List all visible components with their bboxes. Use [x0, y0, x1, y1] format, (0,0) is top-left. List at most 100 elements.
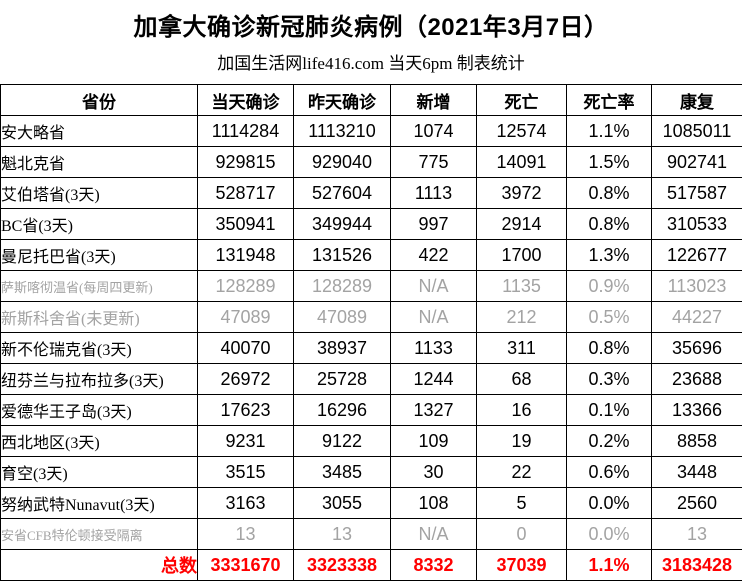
value-cell: 1.1%	[566, 115, 652, 147]
value-cell: 13	[293, 518, 391, 550]
province-cell: 努纳武特Nunavut(3天)	[0, 487, 198, 519]
total-yesterday-confirmed: 3323338	[293, 549, 391, 581]
value-cell: 902741	[651, 146, 742, 178]
value-cell: 517587	[651, 177, 742, 209]
value-cell: 30	[390, 456, 477, 488]
value-cell: 17623	[197, 394, 294, 426]
value-cell: 25728	[293, 363, 391, 395]
value-cell: 1114284	[197, 115, 294, 147]
value-cell: 14091	[476, 146, 567, 178]
value-cell: N/A	[390, 301, 477, 333]
table-row: 艾伯塔省(3天) 528717 527604 1113 3972 0.8% 517587	[0, 177, 742, 209]
column-header-recovered: 康复	[651, 84, 742, 116]
value-cell: 1244	[390, 363, 477, 395]
value-cell: 131526	[293, 239, 391, 271]
table-row: 爱德华王子岛(3天) 17623 16296 1327 16 0.1% 13366	[0, 394, 742, 426]
value-cell: 0.8%	[566, 208, 652, 240]
value-cell: 22	[476, 456, 567, 488]
total-deaths: 37039	[476, 549, 567, 581]
value-cell: 5	[476, 487, 567, 519]
value-cell: 350941	[197, 208, 294, 240]
total-new-cases: 8332	[390, 549, 477, 581]
column-header-new-cases: 新增	[390, 84, 477, 116]
province-cell: 艾伯塔省(3天)	[0, 177, 198, 209]
value-cell: 35696	[651, 332, 742, 364]
value-cell: 1.3%	[566, 239, 652, 271]
value-cell: 8858	[651, 425, 742, 457]
value-cell: 3163	[197, 487, 294, 519]
page-title: 加拿大确诊新冠肺炎病例（2021年3月7日）	[133, 14, 609, 41]
value-cell: 212	[476, 301, 567, 333]
value-cell: 1133	[390, 332, 477, 364]
value-cell: 128289	[197, 270, 294, 302]
value-cell: 1135	[476, 270, 567, 302]
table-row: 安大略省 1114284 1113210 1074 12574 1.1% 1085011	[0, 115, 742, 147]
value-cell: 2560	[651, 487, 742, 519]
value-cell: 775	[390, 146, 477, 178]
value-cell: 997	[390, 208, 477, 240]
value-cell: 929815	[197, 146, 294, 178]
value-cell: 47089	[293, 301, 391, 333]
value-cell: 23688	[651, 363, 742, 395]
value-cell: 0.3%	[566, 363, 652, 395]
value-cell: 3972	[476, 177, 567, 209]
province-cell: 新斯科舍省(未更新)	[0, 301, 198, 333]
value-cell: 0.8%	[566, 177, 652, 209]
value-cell: 1327	[390, 394, 477, 426]
table-row: 纽芬兰与拉布拉多(3天) 26972 25728 1244 68 0.3% 23688	[0, 363, 742, 395]
total-recovered: 3183428	[651, 549, 742, 581]
value-cell: 40070	[197, 332, 294, 364]
value-cell: 38937	[293, 332, 391, 364]
total-death-rate: 1.1%	[566, 549, 652, 581]
header-row: 省份 当天确诊 昨天确诊 新增 死亡 死亡率 康复	[0, 84, 742, 116]
value-cell: N/A	[390, 270, 477, 302]
value-cell: 16	[476, 394, 567, 426]
table-row: 新不伦瑞克省(3天) 40070 38937 1133 311 0.8% 35696	[0, 332, 742, 364]
province-cell: BC省(3天)	[0, 208, 198, 240]
value-cell: 109	[390, 425, 477, 457]
value-cell: 0.0%	[566, 518, 652, 550]
table-row: 安省CFB特伦顿接受隔离 13 13 N/A 0 0.0% 13	[0, 518, 742, 550]
value-cell: 1113	[390, 177, 477, 209]
province-cell: 安大略省	[0, 115, 198, 147]
province-cell: 安省CFB特伦顿接受隔离	[0, 518, 198, 550]
value-cell: 528717	[197, 177, 294, 209]
value-cell: 0.5%	[566, 301, 652, 333]
column-header-deaths: 死亡	[476, 84, 567, 116]
value-cell: 3055	[293, 487, 391, 519]
covid-stats-table: 省份 当天确诊 昨天确诊 新增 死亡 死亡率 康复 安大略省 1114284 111…	[0, 84, 742, 581]
total-row: 总数 3331670 3323338 8332 37039 1.1% 31834…	[0, 549, 742, 581]
value-cell: 13	[651, 518, 742, 550]
value-cell: 3485	[293, 456, 391, 488]
province-cell: 萨斯喀彻温省(每周四更新)	[0, 270, 198, 302]
value-cell: 9231	[197, 425, 294, 457]
value-cell: 422	[390, 239, 477, 271]
value-cell: 44227	[651, 301, 742, 333]
value-cell: 929040	[293, 146, 391, 178]
column-header-death-rate: 死亡率	[566, 84, 652, 116]
table-row: 萨斯喀彻温省(每周四更新) 128289 128289 N/A 1135 0.9% 1130…	[0, 270, 742, 302]
table-row: BC省(3天) 350941 349944 997 2914 0.8% 310533	[0, 208, 742, 240]
value-cell: 131948	[197, 239, 294, 271]
province-cell: 魁北克省	[0, 146, 198, 178]
table-row: 努纳武特Nunavut(3天) 3163 3055 108 5 0.0% 2560	[0, 487, 742, 519]
value-cell: 13366	[651, 394, 742, 426]
column-header-yesterday-confirmed: 昨天确诊	[293, 84, 391, 116]
total-label: 总数	[0, 549, 198, 581]
value-cell: 122677	[651, 239, 742, 271]
value-cell: 1113210	[293, 115, 391, 147]
value-cell: 310533	[651, 208, 742, 240]
value-cell: 1700	[476, 239, 567, 271]
table-row: 新斯科舍省(未更新) 47089 47089 N/A 212 0.5% 44227	[0, 301, 742, 333]
value-cell: 0	[476, 518, 567, 550]
page-subtitle: 加国生活网life416.com 当天6pm 制表统计	[217, 54, 525, 73]
value-cell: 1074	[390, 115, 477, 147]
value-cell: 128289	[293, 270, 391, 302]
value-cell: 2914	[476, 208, 567, 240]
value-cell: 13	[197, 518, 294, 550]
value-cell: 1.5%	[566, 146, 652, 178]
value-cell: 0.9%	[566, 270, 652, 302]
value-cell: 108	[390, 487, 477, 519]
table-row: 育空(3天) 3515 3485 30 22 0.6% 3448	[0, 456, 742, 488]
province-cell: 新不伦瑞克省(3天)	[0, 332, 198, 364]
